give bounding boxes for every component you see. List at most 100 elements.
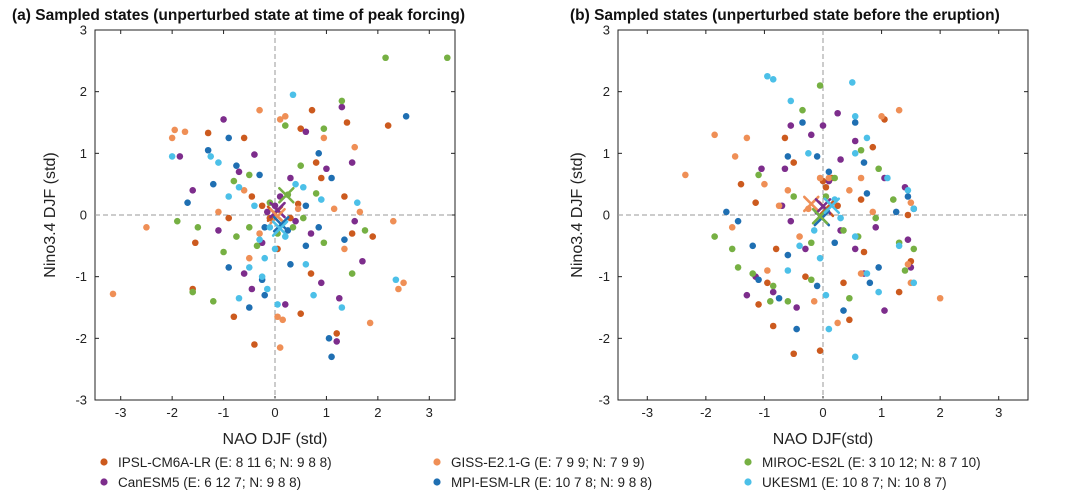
- panel-a-point-miroc: [233, 233, 240, 240]
- panel-b-point-ipsl: [772, 245, 780, 253]
- panel-a-point-ukesm1: [392, 276, 400, 284]
- panel-b-point-giss: [796, 233, 803, 240]
- panel-b-point-ukesm1: [784, 267, 792, 274]
- panel-a-ytick-label: 2: [80, 84, 87, 99]
- panel-a-point-giss: [256, 106, 263, 114]
- panel-a-point-giss: [279, 316, 287, 324]
- panel-a-point-mpi: [204, 146, 212, 154]
- panel-b-point-miroc: [889, 196, 897, 203]
- panel-a-point-ipsl: [225, 214, 233, 222]
- panel-b-point-canesm5: [758, 165, 765, 173]
- panel-a-points: [109, 54, 451, 361]
- panel-a-point-ipsl: [341, 193, 348, 200]
- panel-a-point-mpi: [225, 134, 233, 142]
- panel-b-xtick-label: 1: [878, 405, 885, 420]
- panel-b-point-ipsl: [769, 322, 777, 330]
- panel-b-point-ukesm1: [769, 76, 777, 83]
- panel-a-point-ukesm1: [245, 264, 253, 271]
- panel-a-means: [266, 186, 295, 237]
- panel-a-ylabel: Nino3.4 DJF (std): [42, 152, 59, 277]
- panel-b-point-giss: [731, 153, 739, 160]
- panel-b-point-giss: [895, 106, 903, 114]
- panel-b-point-mpi: [860, 159, 868, 166]
- panel-b-point-ipsl: [737, 180, 745, 188]
- panel-a-point-canesm5: [335, 294, 343, 302]
- panel-a-point-ipsl: [384, 122, 392, 129]
- panel-a-point-ukesm1: [274, 301, 281, 308]
- panel-a-point-mpi: [261, 291, 269, 299]
- panel-b-point-miroc: [857, 146, 865, 154]
- panel-b-point-miroc: [816, 82, 824, 89]
- panel-a-point-ukesm1: [225, 193, 233, 200]
- legend-entry-mpi: MPI-ESM-LR (E: 10 7 8; N: 9 8 8): [433, 475, 652, 490]
- panel-b-point-mpi: [863, 190, 871, 197]
- legend-label-ipsl: IPSL-CM6A-LR (E: 8 11 6; N: 9 8 8): [118, 455, 332, 470]
- panel-b-point-giss: [907, 199, 915, 206]
- panel-b-ytick-label: -3: [598, 393, 610, 408]
- panel-a-point-ipsl: [333, 330, 341, 337]
- panel-b-title: (b) Sampled states (unperturbed state be…: [570, 7, 1000, 24]
- panel-a-ytick-label: 1: [80, 146, 87, 161]
- panel-a-ticks: -3 -2 -1 0 1 2 3 -3 -2 -1 0 1 2 3: [75, 23, 455, 420]
- panel-b-point-giss: [857, 270, 865, 277]
- panel-b-point-mpi: [813, 282, 821, 290]
- panel-a-point-canesm5: [307, 230, 315, 237]
- panel-b-point-ipsl: [846, 316, 853, 324]
- panel-b-point-canesm5: [872, 224, 880, 231]
- panel-b-point-ipsl: [764, 279, 771, 287]
- panel-a-point-giss: [395, 285, 402, 293]
- panel-b-point-miroc: [711, 233, 718, 240]
- panel-b-point-ipsl: [860, 248, 868, 256]
- panel-a-xlabel: NAO DJF (std): [223, 431, 328, 448]
- panel-a-point-canesm5: [176, 153, 184, 160]
- panel-b-point-mpi: [784, 251, 792, 259]
- panel-a-point-ipsl: [258, 202, 266, 210]
- panel-a-point-ipsl: [307, 270, 315, 277]
- panel-b-point-giss: [869, 208, 877, 216]
- panel-a-point-miroc: [230, 177, 238, 185]
- panel-a-point-ukesm1: [235, 294, 243, 302]
- panel-b-point-canesm5: [819, 122, 827, 129]
- panel-a-xtick-label: 0: [271, 405, 278, 420]
- panel-a-point-giss: [274, 313, 281, 321]
- panel-a-point-mpi: [209, 180, 217, 188]
- panel-b-point-giss: [764, 267, 771, 274]
- panel-a-point-canesm5: [248, 285, 256, 293]
- panel-b-xtick-label: 2: [937, 405, 944, 420]
- panel-b-point-mpi: [851, 119, 859, 126]
- panel-b-point-miroc: [831, 174, 839, 182]
- panel-b-point-giss: [878, 113, 885, 120]
- panel-a-point-canesm5: [359, 257, 366, 265]
- panel-a-point-mpi: [184, 199, 191, 206]
- panel-a-point-giss: [281, 113, 289, 120]
- panel-a-point-canesm5: [351, 217, 359, 225]
- panel-b-point-ipsl: [904, 211, 912, 219]
- panel-a-point-ipsl: [348, 230, 356, 237]
- panel-a-point-ipsl: [230, 313, 238, 321]
- panel-a-point-miroc: [338, 97, 346, 105]
- panel-b-point-mpi: [831, 239, 839, 247]
- panel-b-xtick-label: -2: [700, 405, 712, 420]
- panel-a-point-ipsl: [317, 174, 325, 182]
- panel-b-point-ukesm1: [863, 270, 871, 277]
- panel-b-ytick-label: 2: [603, 84, 610, 99]
- panel-a-point-miroc: [220, 248, 227, 256]
- panel-b-point-miroc: [784, 298, 792, 305]
- panel-a-point-ipsl: [297, 310, 305, 317]
- legend-label-ukesm1: UKESM1 (E: 10 8 7; N: 10 8 7): [762, 475, 947, 490]
- panel-b-point-ukesm1: [910, 279, 918, 287]
- panel-a-point-ipsl: [308, 106, 316, 114]
- panel-b-point-canesm5: [793, 304, 800, 311]
- panel-a-point-miroc: [361, 227, 369, 234]
- panel-a-point-miroc: [443, 54, 451, 62]
- panel-b-point-mpi: [755, 276, 762, 284]
- panel-a-point-canesm5: [323, 165, 330, 173]
- panel-a: (a) Sampled states (unperturbed state at…: [12, 7, 465, 448]
- panel-b-point-ukesm1: [822, 291, 830, 299]
- panel-b-point-canesm5: [807, 131, 815, 139]
- panel-a-point-ipsl: [297, 125, 305, 132]
- panel-a-point-miroc: [173, 217, 181, 225]
- panel-a-point-giss: [400, 279, 407, 287]
- panel-a-point-giss: [256, 230, 263, 237]
- panel-b-point-ukesm1: [863, 134, 871, 142]
